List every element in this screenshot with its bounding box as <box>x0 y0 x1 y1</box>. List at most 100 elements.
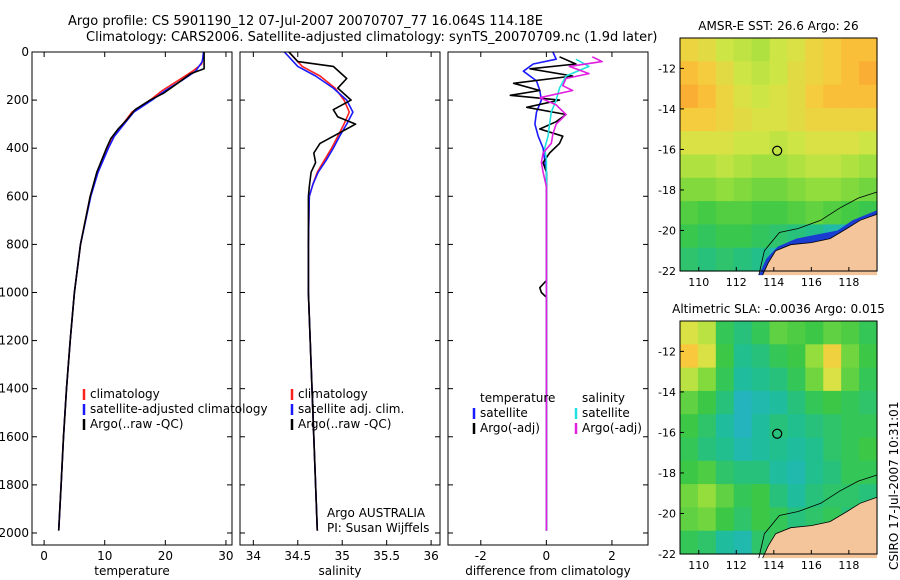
sst-map-cell <box>805 177 824 202</box>
sla-map-cell <box>823 414 842 439</box>
temperature-xtick-label: 0 <box>40 549 48 563</box>
sla-map-cell <box>841 414 860 439</box>
sst-map-cell <box>715 61 735 86</box>
temperature-legend-label: climatology <box>90 387 160 401</box>
sst-map-ytick-label: -12 <box>658 62 676 75</box>
figure-title-line2: Climatology: CARS2006. Satellite-adjuste… <box>86 30 658 45</box>
sla-map-cell <box>751 437 771 462</box>
sst-map-cell <box>859 131 878 156</box>
sla-map-cell <box>841 437 860 462</box>
sla-map-cell <box>787 460 806 485</box>
sst-map-cell <box>787 177 806 202</box>
sla-map-ytick-label: -20 <box>658 507 676 520</box>
sst-map-cell <box>733 224 753 249</box>
sla-map-cell <box>787 414 806 439</box>
sst-map-cell <box>823 84 842 109</box>
difference-xtick-label: -2 <box>475 549 487 563</box>
sla-map-cell <box>680 530 699 555</box>
sst-map-coastline <box>762 213 878 276</box>
salinity-legend-label: Argo(..raw -QC) <box>298 417 391 431</box>
salinity-series-argo <box>288 52 357 531</box>
difference-legend-label: satellite <box>480 406 528 420</box>
sst-map-cell <box>733 84 753 109</box>
sst-map-cell <box>680 61 699 86</box>
difference-xtick-label: 2 <box>608 549 616 563</box>
sst-map-cell <box>805 201 824 225</box>
depth-tick-label: 2000 <box>0 526 29 540</box>
temperature-xlabel: temperature <box>94 564 169 578</box>
depth-tick-label: 0 <box>21 45 29 59</box>
sla-map-cell <box>680 414 699 439</box>
salinity-xtick-label: 36 <box>423 549 438 563</box>
sla-map-cell <box>769 390 789 415</box>
depth-tick-label: 800 <box>6 237 29 251</box>
sst-map-xtick-label: 110 <box>688 276 709 289</box>
sla-map-cell <box>769 344 789 369</box>
sla-map-cell <box>715 390 735 415</box>
sla-map-cell <box>733 437 753 462</box>
sst-map-cell <box>823 154 842 179</box>
sst-map-cell <box>751 177 771 202</box>
sla-map-cell <box>841 460 860 485</box>
salinity-xtick-label: 35 <box>335 549 350 563</box>
sst-map-cell <box>769 131 789 156</box>
sla-map-cell <box>823 321 842 345</box>
sst-map-cell <box>769 107 789 132</box>
sst-map-cell <box>697 38 717 62</box>
sst-map-cell <box>769 84 789 109</box>
sst-map-cell <box>680 84 699 109</box>
sst-map-cell <box>715 247 735 272</box>
sst-map-xtick-label: 116 <box>801 276 822 289</box>
sla-map-cell <box>787 507 806 532</box>
sla-map-cell <box>733 390 753 415</box>
sst-map-cell <box>715 107 735 132</box>
sla-map-cell <box>859 367 878 392</box>
sla-map-isobath-line <box>758 474 878 559</box>
sst-map-cell <box>823 38 842 62</box>
sst-map-ytick-label: -22 <box>658 265 676 278</box>
sst-map-cell <box>769 61 789 86</box>
sla-map-cell <box>751 414 771 439</box>
sla-map-cell <box>733 484 753 508</box>
sla-map-cell <box>733 344 753 369</box>
temperature-legend-label: satellite-adjusted climatology <box>90 402 268 416</box>
salinity-xlabel: salinity <box>318 564 361 578</box>
sst-map-isobath-line <box>758 191 878 276</box>
sst-map-cell <box>751 201 771 225</box>
salinity-note-line1: Argo AUSTRALIA <box>327 506 426 520</box>
sla-map-cell <box>715 367 735 392</box>
sla-map-cell <box>715 484 735 508</box>
sla-map-xtick-label: 112 <box>726 559 747 572</box>
sst-map-argo-marker <box>772 145 783 156</box>
sla-map-title: Altimetric SLA: -0.0036 Argo: 0.015 <box>672 302 885 316</box>
sla-map-cell <box>715 460 735 485</box>
sla-map-xtick-label: 110 <box>688 559 709 572</box>
sst-map-ytick-label: -18 <box>658 184 676 197</box>
temperature-frame <box>31 51 233 546</box>
sst-map-ytick-label: -16 <box>658 143 676 156</box>
sla-map-cell <box>769 460 789 485</box>
sst-map-cell <box>841 38 860 62</box>
depth-tick-label: 600 <box>6 189 29 203</box>
temperature-series-satellite-adjusted-climatology <box>57 52 205 531</box>
sst-map-cell <box>805 154 824 179</box>
sst-map-cell <box>859 107 878 132</box>
sla-map-cell <box>751 507 771 532</box>
sla-map-cell <box>769 414 789 439</box>
sst-map-cell <box>680 201 699 225</box>
sla-map-cell <box>805 367 824 392</box>
sst-map-cell <box>787 201 806 225</box>
salinity-xtick-label: 35.5 <box>373 549 400 563</box>
sla-map-cell <box>787 321 806 345</box>
sst-map-cell <box>715 201 735 225</box>
sst-map-cell <box>680 154 699 179</box>
sla-map-cell <box>823 344 842 369</box>
sla-map-cell <box>859 414 878 439</box>
sst-map-cell <box>859 61 878 86</box>
sst-map-cell <box>841 107 860 132</box>
sla-map-cell <box>715 414 735 439</box>
sla-map-cell <box>859 437 878 462</box>
sla-map-cell <box>733 367 753 392</box>
sla-map-cell <box>769 437 789 462</box>
sla-map-cell <box>697 414 717 439</box>
